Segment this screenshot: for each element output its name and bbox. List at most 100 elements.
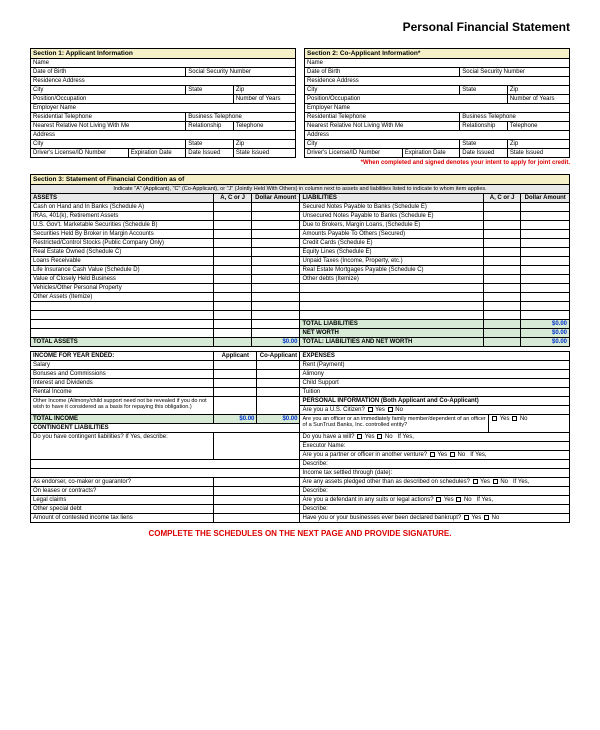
net-worth: NET WORTH xyxy=(300,329,483,338)
field: Social Security Number xyxy=(460,68,570,77)
personal-q5: Are you a partner or officer in another … xyxy=(300,451,570,460)
field: State xyxy=(460,86,508,95)
contingent-q1: Do you have contingent liabilities? If Y… xyxy=(31,433,214,460)
liab-row: Unpaid Taxes (Income, Property, etc.) xyxy=(300,257,483,266)
liab-head: LIABILITIES xyxy=(300,194,483,203)
total-both: TOTAL: LIABILITIES AND NET WORTH xyxy=(300,338,483,347)
field-exp: Expiration Date xyxy=(128,149,186,158)
expenses-header: EXPENSES xyxy=(300,352,570,361)
total-both-val: $0.00 xyxy=(521,338,570,347)
field: Position/Occupation xyxy=(305,95,508,104)
field: Number of Years xyxy=(507,95,569,104)
field: Employer Name xyxy=(305,104,570,113)
assets-head: ASSETS xyxy=(31,194,214,203)
field-stateissued: State Issued xyxy=(233,149,295,158)
section1-header: Section 1: Applicant Information xyxy=(31,49,296,59)
section3-table: Section 3: Statement of Financial Condit… xyxy=(30,174,570,347)
field: Date Issued xyxy=(460,149,508,158)
total-income-app: $0.00 xyxy=(214,415,257,424)
personal-q3: Do you have a will? Yes No If Yes, xyxy=(300,433,570,442)
applicant-sections: Section 1: Applicant Information Name Da… xyxy=(30,48,570,166)
field-relative: Nearest Relative Not Living With Me xyxy=(31,122,186,131)
field-city2: City xyxy=(31,140,186,149)
field: Business Telephone xyxy=(460,113,570,122)
field: State Issued xyxy=(507,149,569,158)
field-resaddr: Residence Address xyxy=(31,77,296,86)
asset-row: Loans Receivable xyxy=(31,257,214,266)
liab-row: Equity Lines (Schedule E) xyxy=(300,248,483,257)
contingent-header: CONTINGENT LIABILITIES xyxy=(31,424,300,433)
field-tel: Telephone xyxy=(233,122,295,131)
personal-header: PERSONAL INFORMATION (Both Applicant and… xyxy=(300,397,570,406)
expense-row: Tuition xyxy=(300,388,570,397)
total-income: TOTAL INCOME xyxy=(31,415,214,424)
expense-row: Child Support xyxy=(300,379,570,388)
asset-row: Real Estate Owned (Schedule C) xyxy=(31,248,214,257)
liab-row: Other debts (Itemize) xyxy=(300,275,483,284)
contingent-row: As endorser, co-maker or guarantor? xyxy=(31,478,214,487)
personal-q6: Describe: xyxy=(300,460,570,469)
asset-row: U.S. Gov't. Marketable Securities (Sched… xyxy=(31,221,214,230)
joint-credit-note: *When completed and signed denotes your … xyxy=(304,160,570,166)
expense-row: Alimony xyxy=(300,370,570,379)
coapplicant-col: Co-Applicant xyxy=(257,352,300,361)
section2-header: Section 2: Co-Applicant Information* xyxy=(305,49,570,59)
col-dollar2: Dollar Amount xyxy=(521,194,570,203)
page-title: Personal Financial Statement xyxy=(30,20,570,34)
contingent-row: On leases or contracts? xyxy=(31,487,214,496)
net-worth-val: $0.00 xyxy=(521,329,570,338)
field-relationship: Relationship xyxy=(186,122,234,131)
field-city: City xyxy=(31,86,186,95)
income-row: Bonuses and Commissions xyxy=(31,370,214,379)
liab-row: Amounts Payable To Others (Secured) xyxy=(300,230,483,239)
personal-q2-yn: Yes No xyxy=(489,415,570,433)
field: Residential Telephone xyxy=(305,113,460,122)
col-acj: A, C or J xyxy=(214,194,252,203)
field: City xyxy=(305,86,460,95)
field-restel: Residential Telephone xyxy=(31,113,186,122)
field: City xyxy=(305,140,460,149)
personal-q9: Describe: xyxy=(300,487,570,496)
personal-q12: Have you or your businesses ever been de… xyxy=(300,514,570,523)
income-other: Other Income (Alimony/child support need… xyxy=(31,397,214,415)
field: Nearest Relative Not Living With Me xyxy=(305,122,460,131)
income-row: Interest and Dividends xyxy=(31,379,214,388)
field: Expiration Date xyxy=(402,149,460,158)
field-bustel: Business Telephone xyxy=(186,113,296,122)
asset-row: Life Insurance Cash Value (Schedule D) xyxy=(31,266,214,275)
personal-q4: Executor Name: xyxy=(300,442,570,451)
asset-row: IRAs, 401(k), Retirement Assets xyxy=(31,212,214,221)
field: Zip xyxy=(507,86,569,95)
field-state2: State xyxy=(186,140,234,149)
personal-q7: Income tax settled through (date): xyxy=(300,469,570,478)
field-employer: Employer Name xyxy=(31,104,296,113)
total-income-coapp: $0.00 xyxy=(257,415,300,424)
field-dl: Driver's License/ID Number xyxy=(31,149,129,158)
section3-instruction: Indicate "A" (Applicant), "C" (Co-Applic… xyxy=(31,185,570,194)
income-expense-table: INCOME FOR YEAR ENDED: Applicant Co-Appl… xyxy=(30,351,570,523)
field: Residence Address xyxy=(305,77,570,86)
income-header: INCOME FOR YEAR ENDED: xyxy=(31,352,214,361)
field-ssn: Social Security Number xyxy=(186,68,296,77)
contingent-row: Amount of contested income tax liens xyxy=(31,514,214,523)
field-dateissued: Date Issued xyxy=(186,149,234,158)
liab-row: Credit Cards (Schedule E) xyxy=(300,239,483,248)
contingent-row: Other special debt xyxy=(31,505,214,514)
field: Telephone xyxy=(507,122,569,131)
field-state: State xyxy=(186,86,234,95)
asset-row: Value of Closely Held Business xyxy=(31,275,214,284)
expense-row: Rent (Payment) xyxy=(300,361,570,370)
col-acj2: A, C or J xyxy=(483,194,521,203)
footer-note: COMPLETE THE SCHEDULES ON THE NEXT PAGE … xyxy=(30,529,570,538)
field: State xyxy=(460,140,508,149)
field: Zip xyxy=(507,140,569,149)
field: Relationship xyxy=(460,122,508,131)
field-zip: Zip xyxy=(233,86,295,95)
section3-header: Section 3: Statement of Financial Condit… xyxy=(31,175,570,185)
field-position: Position/Occupation xyxy=(31,95,234,104)
personal-q2: Are you an officer or an immediately fam… xyxy=(300,415,489,433)
field-addr2: Address xyxy=(31,131,296,140)
col-dollar: Dollar Amount xyxy=(251,194,300,203)
contingent-row: Legal claims xyxy=(31,496,214,505)
liab-row: Due to Brokers, Margin Loans, (Schedule … xyxy=(300,221,483,230)
